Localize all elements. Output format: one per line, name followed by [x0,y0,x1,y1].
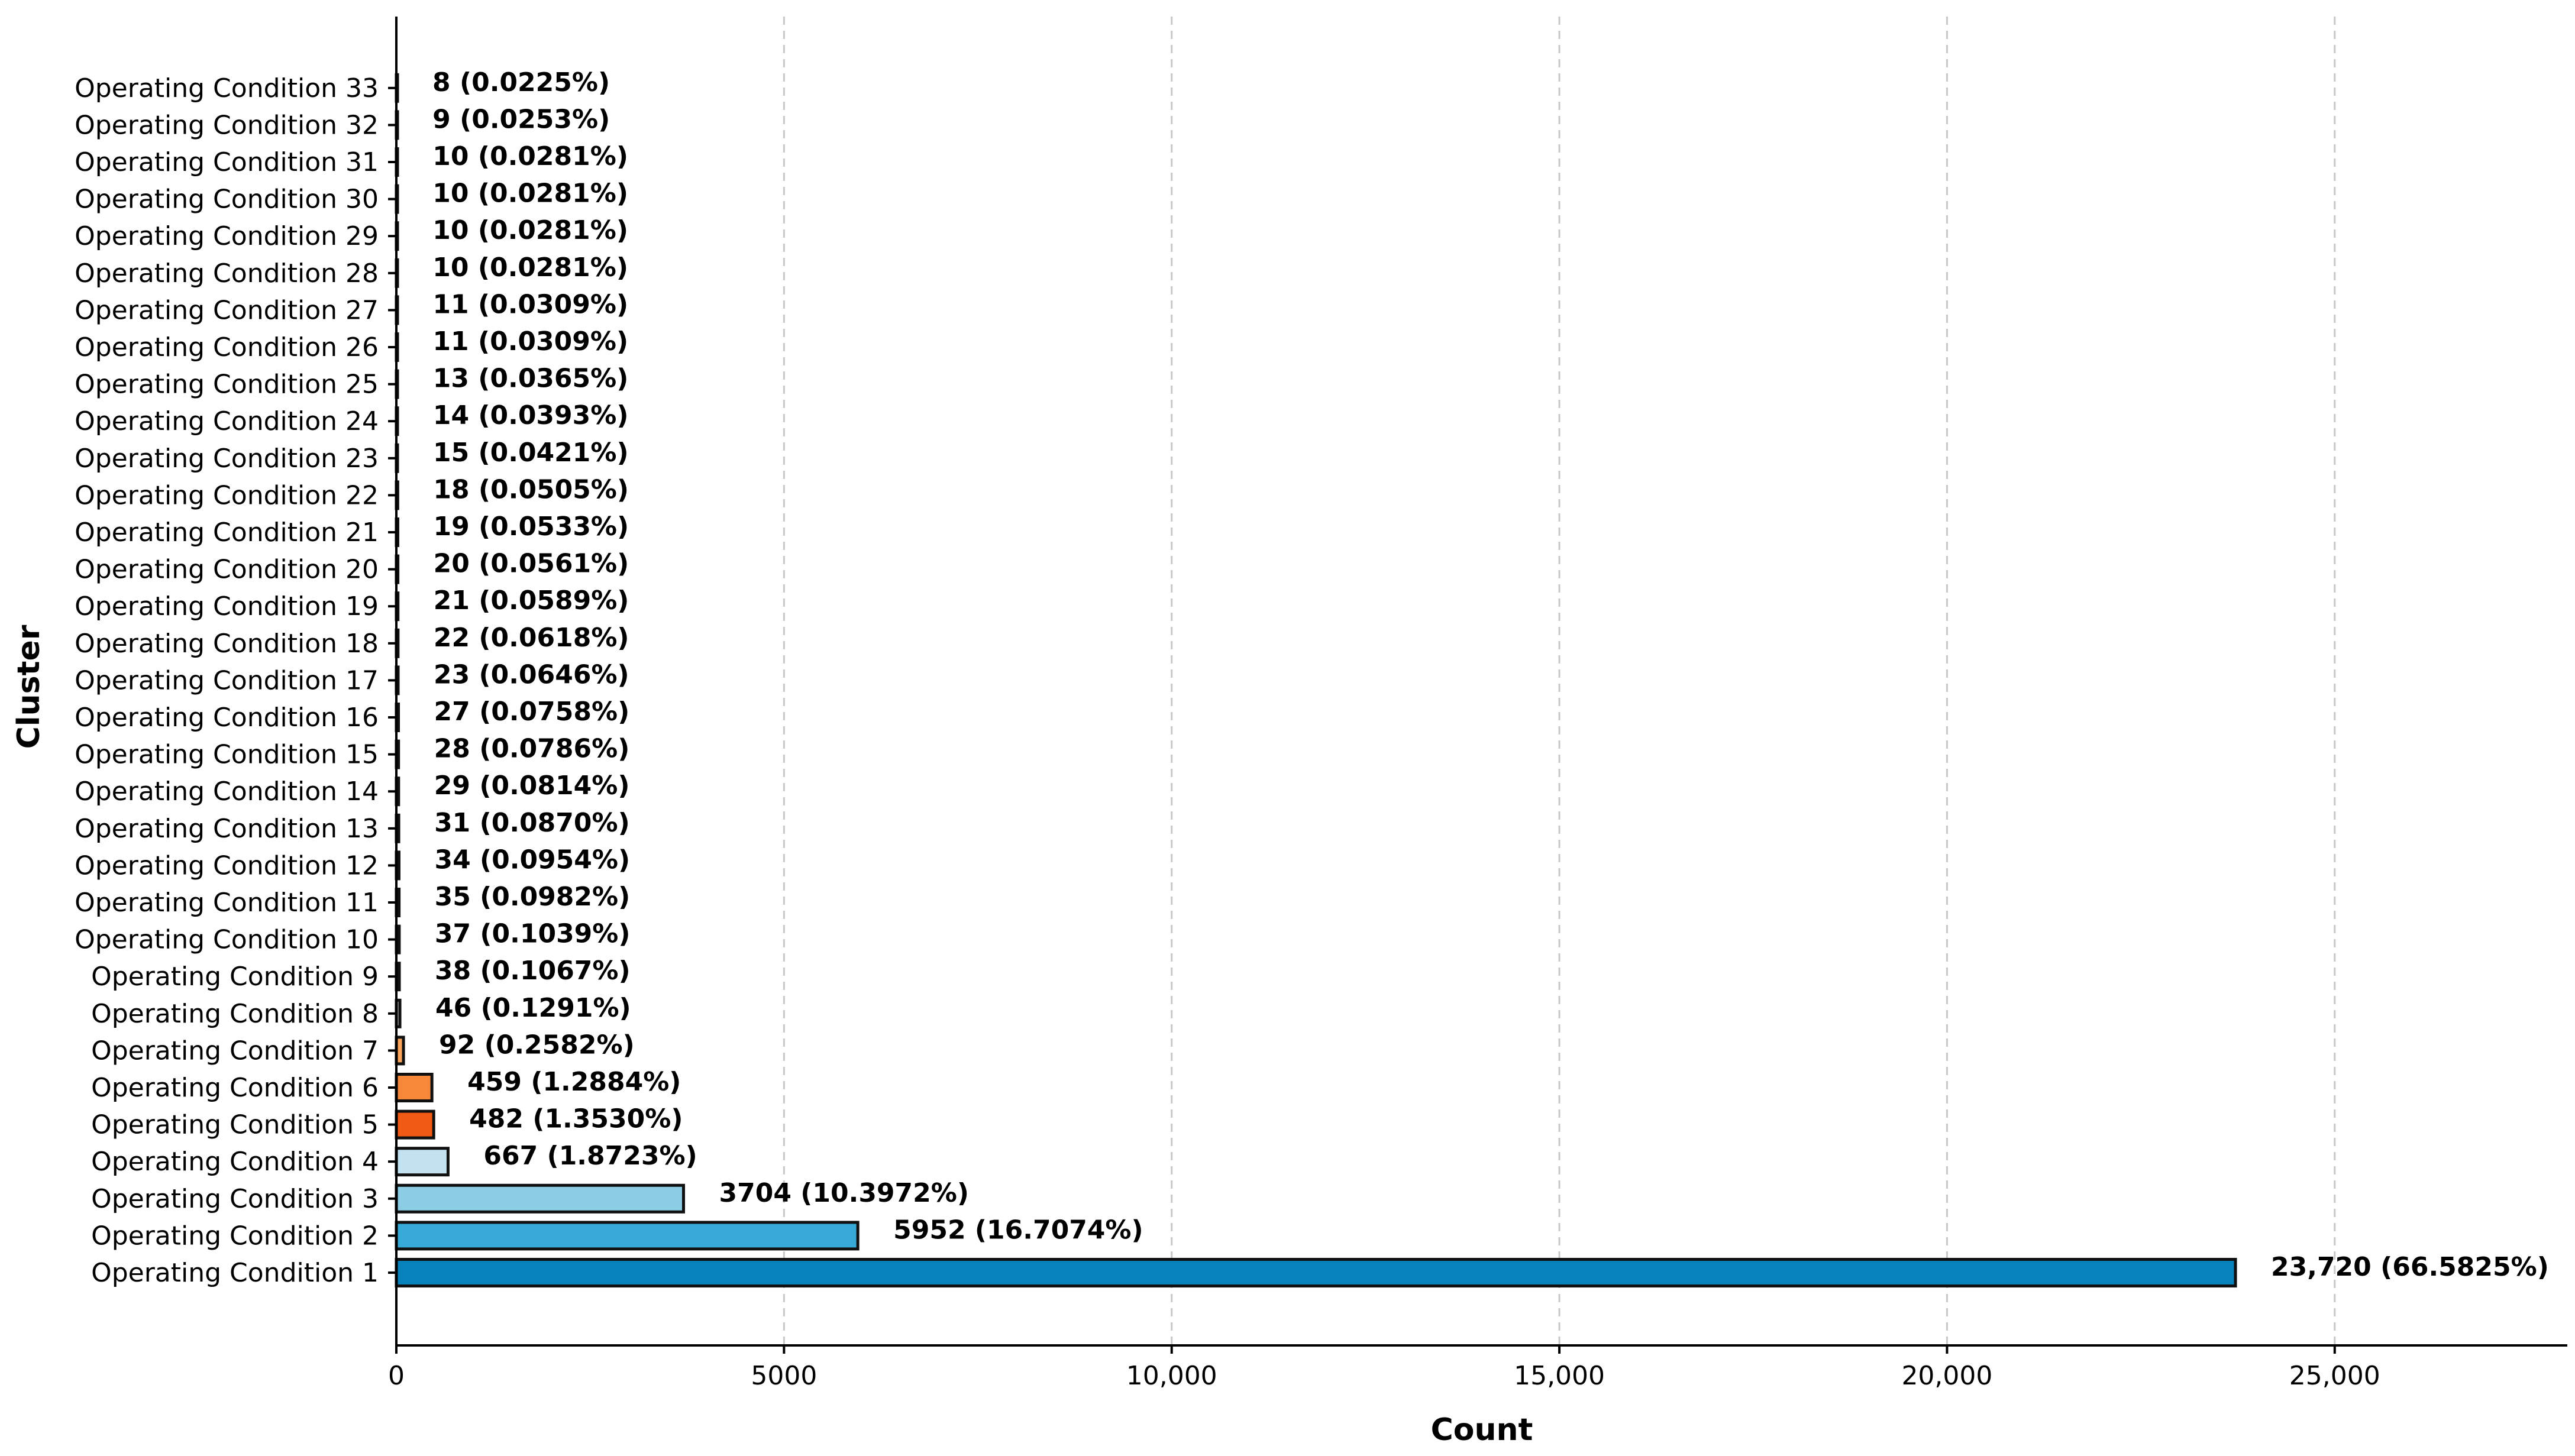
data-label: 11 (0.0309%) [432,289,628,319]
y-tick-label: Operating Condition 20 [75,555,379,585]
data-label: 29 (0.0814%) [434,771,630,801]
data-label: 667 (1.8723%) [483,1141,697,1171]
y-tick-label: Operating Condition 30 [75,185,379,215]
data-label: 27 (0.0758%) [434,697,630,727]
data-label: 35 (0.0982%) [435,882,631,912]
y-tick-label: Operating Condition 31 [75,147,379,177]
data-label: 8 (0.0225%) [432,67,610,98]
y-tick-label: Operating Condition 24 [75,406,379,436]
y-axis-title: Cluster [11,625,47,749]
data-label: 3704 (10.3972%) [719,1178,969,1208]
y-tick-label: Operating Condition 1 [91,1258,379,1288]
y-tick-label: Operating Condition 15 [75,740,379,770]
y-tick-label: Operating Condition 10 [75,925,379,955]
data-label: 28 (0.0786%) [434,734,630,764]
data-label: 15 (0.0421%) [433,438,629,468]
y-tick-label: Operating Condition 29 [75,221,379,251]
x-tick-label: 10,000 [1126,1361,1217,1391]
bars [395,73,2237,1287]
data-label: 31 (0.0870%) [434,808,630,838]
data-labels: 23,720 (66.5825%) 5952 (16.7074%) 3704 (10… [432,67,2549,1282]
y-tick-label: Operating Condition 26 [75,332,379,363]
bar [395,1258,2237,1287]
data-label: 10 (0.0281%) [432,253,628,283]
y-tick-label: Operating Condition 28 [75,258,379,289]
data-label: 37 (0.1039%) [435,919,631,949]
y-tick-label: Operating Condition 21 [75,517,379,548]
x-axis-title: Count [1431,1412,1533,1448]
y-tick-label: Operating Condition 33 [75,73,379,103]
y-tick-label: Operating Condition 17 [75,665,379,695]
data-label: 21 (0.0589%) [434,585,629,616]
grid-lines [783,17,2336,1345]
y-tick-label: Operating Condition 6 [91,1073,379,1103]
y-tick-label: Operating Condition 13 [75,814,379,844]
data-label: 19 (0.0533%) [433,512,629,542]
data-label: 10 (0.0281%) [432,141,628,172]
y-tick-label: Operating Condition 27 [75,295,379,325]
y-tick-label: Operating Condition 19 [75,591,379,622]
bar [395,1147,450,1177]
data-label: 9 (0.0253%) [432,104,610,134]
x-axis-ticks: 0 5000 10,000 15,000 20,000 25,000 [388,1345,2380,1391]
y-tick-label: Operating Condition 3 [91,1184,379,1214]
y-tick-label: Operating Condition 32 [75,110,379,140]
data-label: 38 (0.1067%) [435,956,631,986]
y-tick-label: Operating Condition 4 [91,1147,379,1177]
data-label: 10 (0.0281%) [432,215,628,245]
y-tick-label: Operating Condition 12 [75,850,379,881]
y-tick-label: Operating Condition 2 [91,1221,379,1251]
x-tick-label: 0 [388,1361,405,1391]
bar [395,1109,435,1140]
data-label: 482 (1.3530%) [469,1104,683,1134]
y-tick-label: Operating Condition 16 [75,703,379,733]
data-label: 5952 (16.7074%) [893,1215,1143,1245]
data-label: 34 (0.0954%) [434,845,630,875]
bar [395,1221,860,1251]
x-tick-label: 15,000 [1514,1361,1605,1391]
data-label: 11 (0.0309%) [432,326,628,357]
data-label: 459 (1.2884%) [467,1067,681,1097]
data-label: 23 (0.0646%) [434,659,629,690]
y-tick-label: Operating Condition 14 [75,776,379,807]
data-label: 92 (0.2582%) [439,1030,635,1060]
data-label: 23,720 (66.5825%) [2271,1252,2549,1282]
x-tick-label: 25,000 [2289,1361,2380,1391]
bar [395,1183,685,1214]
y-tick-label: Operating Condition 7 [91,1036,379,1066]
data-label: 22 (0.0618%) [434,623,629,653]
y-tick-label: Operating Condition 25 [75,370,379,400]
data-label: 13 (0.0365%) [433,364,629,394]
y-tick-label: Operating Condition 23 [75,444,379,474]
y-tick-label: Operating Condition 11 [75,888,379,918]
y-tick-label: Operating Condition 8 [91,999,379,1029]
y-tick-label: Operating Condition 5 [91,1110,379,1140]
data-label: 14 (0.0393%) [433,400,629,431]
x-tick-label: 20,000 [1901,1361,1992,1391]
x-tick-label: 5000 [751,1361,817,1391]
y-tick-label: Operating Condition 22 [75,480,379,510]
data-label: 20 (0.0561%) [434,549,629,579]
data-label: 18 (0.0505%) [433,474,629,504]
data-label: 46 (0.1291%) [435,993,631,1023]
y-tick-label: Operating Condition 9 [91,962,379,992]
y-tick-label: Operating Condition 18 [75,629,379,659]
data-label: 10 (0.0281%) [432,179,628,209]
bar [395,1073,434,1102]
y-axis-ticks: Operating Condition 1 Operating Condition… [75,73,396,1288]
